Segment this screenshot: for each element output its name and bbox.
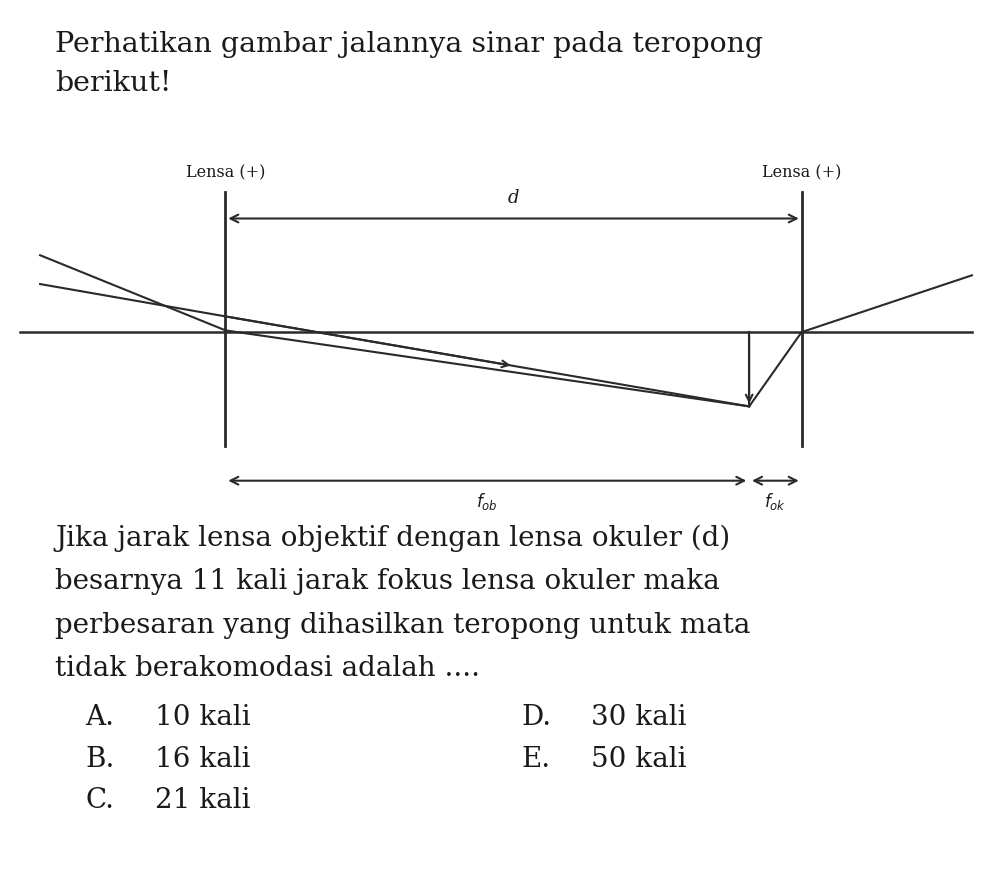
Text: Lensa (+): Lensa (+) — [762, 165, 842, 182]
Text: A.: A. — [85, 704, 114, 731]
Text: besarnya 11 kali jarak fokus lensa okuler maka: besarnya 11 kali jarak fokus lensa okule… — [55, 568, 719, 595]
Text: Jika jarak lensa objektif dengan lensa okuler (d): Jika jarak lensa objektif dengan lensa o… — [55, 524, 730, 551]
Text: tidak berakomodasi adalah ....: tidak berakomodasi adalah .... — [55, 656, 480, 683]
Text: D.: D. — [521, 704, 551, 731]
Text: Perhatikan gambar jalannya sinar pada teropong: Perhatikan gambar jalannya sinar pada te… — [55, 31, 764, 58]
Text: B.: B. — [85, 746, 114, 773]
Text: 10 kali: 10 kali — [155, 704, 250, 731]
Text: 16 kali: 16 kali — [155, 746, 250, 773]
Text: berikut!: berikut! — [55, 70, 171, 97]
Text: perbesaran yang dihasilkan teropong untuk mata: perbesaran yang dihasilkan teropong untu… — [55, 612, 750, 639]
Text: C.: C. — [85, 787, 114, 815]
Text: d: d — [508, 189, 519, 207]
Text: E.: E. — [521, 746, 550, 773]
Text: $\mathit{f}_{ob}$: $\mathit{f}_{ob}$ — [476, 491, 498, 512]
Text: 30 kali: 30 kali — [591, 704, 686, 731]
Text: 21 kali: 21 kali — [155, 787, 250, 815]
Text: Lensa (+): Lensa (+) — [185, 165, 266, 182]
Text: $\mathit{f}_{ok}$: $\mathit{f}_{ok}$ — [765, 491, 787, 512]
Text: 50 kali: 50 kali — [591, 746, 686, 773]
